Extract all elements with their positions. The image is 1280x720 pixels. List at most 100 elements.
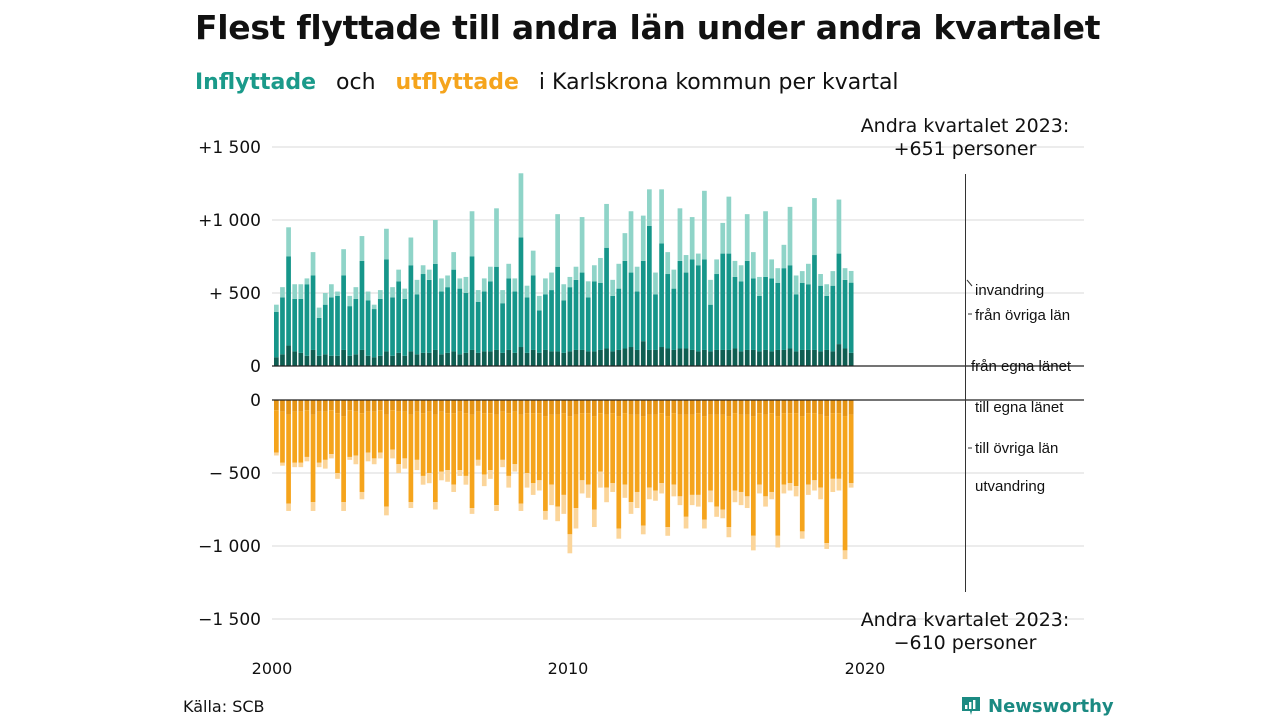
- outflow-bar-local: [793, 400, 799, 414]
- outflow-bar-other: [408, 414, 414, 503]
- inflow-bar-other: [750, 278, 756, 350]
- outflow-bar-foreign: [304, 456, 310, 462]
- outflow-bar-foreign: [335, 473, 340, 479]
- inflow-bar-other: [371, 309, 377, 358]
- inflow-bar-foreign: [322, 293, 328, 305]
- outflow-bar-local: [384, 400, 389, 415]
- inflow-bar-other: [414, 294, 420, 355]
- inflow-bar-local: [573, 349, 579, 366]
- outflow-bar-foreign: [818, 487, 823, 500]
- outflow-bar-local: [494, 400, 499, 415]
- outflow-bar-foreign: [610, 483, 616, 492]
- outflow-bar-other: [274, 410, 279, 453]
- outflow-bar-other: [628, 414, 634, 503]
- annotation-top-line2: +651 personer: [894, 138, 1037, 160]
- inflow-bar-local: [653, 349, 658, 366]
- outflow-bar-foreign: [567, 534, 573, 554]
- outflow-bar-local: [744, 400, 750, 415]
- outflow-bar-local: [329, 400, 334, 411]
- inflow-bar-local: [757, 351, 762, 366]
- inflow-bar-local: [335, 355, 340, 366]
- outflow-bar-other: [640, 416, 646, 526]
- outflow-bar-other: [787, 413, 793, 484]
- inflow-bar-other: [353, 298, 359, 355]
- inflow-bar-local: [347, 355, 353, 366]
- inflow-bar-local: [732, 348, 738, 366]
- outflow-bar-foreign: [536, 480, 542, 491]
- outflow-bar-local: [616, 400, 622, 417]
- outflow-bar-local: [530, 400, 536, 414]
- inflow-bar-foreign: [812, 198, 817, 256]
- inflow-bar-local: [512, 352, 518, 366]
- outflow-bar-foreign: [543, 510, 548, 520]
- outflow-bar-local: [341, 400, 346, 417]
- outflow-bar-other: [549, 414, 554, 485]
- inflow-bar-local: [806, 349, 811, 366]
- inflow-bar-local: [634, 349, 640, 366]
- inflow-bar-other: [469, 256, 475, 350]
- outflow-bar-local: [836, 400, 842, 414]
- inflow-bar-local: [720, 349, 726, 366]
- chart-subtitle: Inflyttade och utflyttade i Karlskrona komm…: [195, 70, 899, 95]
- outflow-bar-local: [598, 400, 603, 414]
- inflow-bar-other: [506, 278, 512, 350]
- inflow-bar-other: [732, 276, 738, 349]
- inflow-bar-local: [426, 352, 432, 366]
- y-tick-label-bottom: −1 000: [198, 537, 261, 557]
- inflow-bar-local: [738, 351, 744, 366]
- inflow-bar-local: [359, 349, 365, 366]
- inflow-bar-other: [518, 237, 524, 348]
- inflow-bar-local: [818, 351, 823, 366]
- inflow-bar-foreign: [475, 290, 481, 302]
- outflow-bar-other: [702, 416, 707, 520]
- inflow-bar-local: [390, 355, 395, 366]
- inflow-bar-foreign: [384, 228, 389, 260]
- inflow-bar-foreign: [359, 236, 365, 261]
- outflow-bar-other: [647, 414, 652, 488]
- inflow-bar-foreign: [561, 284, 567, 301]
- bar-chart-icon: [962, 697, 980, 715]
- outflow-bar-local: [512, 400, 518, 412]
- inflow-bar-foreign: [830, 271, 836, 286]
- outflow-bar-other: [812, 413, 817, 481]
- outflow-bar-other: [591, 416, 597, 510]
- outflow-bar-local: [818, 400, 823, 415]
- outflow-bar-other: [708, 414, 713, 491]
- outflow-bar-other: [335, 413, 340, 473]
- inflow-bar-other: [683, 272, 689, 349]
- outflow-bar-other: [524, 413, 530, 473]
- inflow-bar-other: [689, 259, 695, 350]
- outflow-bar-foreign: [347, 456, 353, 460]
- outflow-bar-foreign: [408, 502, 414, 509]
- inflow-bar-local: [567, 351, 573, 366]
- inflow-bar-other: [445, 287, 450, 353]
- outflow-bar-other: [329, 410, 334, 455]
- inflow-bar-local: [274, 357, 279, 366]
- outflow-bar-other: [806, 413, 811, 485]
- outflow-bar-other: [322, 411, 328, 460]
- inflow-bar-foreign: [653, 272, 658, 295]
- outflow-bar-other: [475, 411, 481, 460]
- inflow-bar-other: [781, 268, 787, 350]
- outflow-bar-local: [806, 400, 811, 414]
- outflow-bar-local: [280, 400, 285, 412]
- inflow-bar-other: [530, 275, 536, 350]
- outflow-bar-local: [708, 400, 713, 415]
- outflow-bar-local: [812, 400, 817, 414]
- inflow-bar-foreign: [689, 217, 695, 260]
- inflow-bar-local: [714, 349, 719, 366]
- outflow-bar-other: [818, 414, 823, 488]
- inflow-bar-other: [757, 295, 762, 352]
- outflow-bar-other: [371, 411, 377, 459]
- inflow-bar-local: [799, 349, 805, 366]
- inflow-bar-local: [824, 349, 830, 366]
- outflow-bar-foreign: [402, 458, 408, 469]
- outflow-bar-foreign: [457, 470, 463, 476]
- inflow-bar-local: [585, 351, 591, 366]
- inflow-bar-foreign: [671, 269, 677, 289]
- outflow-bar-foreign: [738, 491, 744, 506]
- outflow-bar-other: [347, 410, 353, 457]
- inflow-bar-other: [512, 291, 518, 353]
- inflow-bar-foreign: [274, 304, 279, 312]
- outflow-bar-other: [359, 413, 365, 492]
